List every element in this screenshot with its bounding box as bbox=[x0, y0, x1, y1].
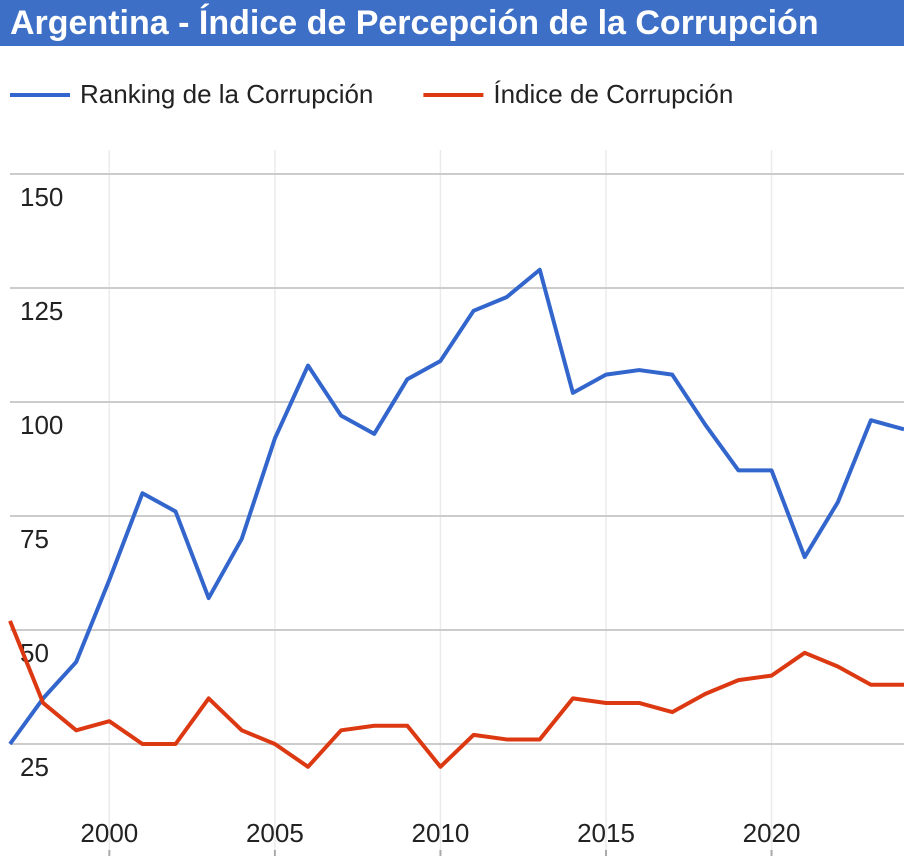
y-tick-label: 150 bbox=[20, 182, 63, 212]
x-tick-label: 2020 bbox=[743, 818, 801, 848]
legend-label: Ranking de la Corrupción bbox=[80, 79, 373, 109]
x-tick-label: 2015 bbox=[577, 818, 635, 848]
x-tick-label: 2000 bbox=[80, 818, 138, 848]
x-tick-label: 2005 bbox=[246, 818, 304, 848]
title-band bbox=[0, 0, 904, 46]
y-tick-label: 25 bbox=[20, 752, 49, 782]
legend-label: Índice de Corrupción bbox=[493, 79, 733, 109]
y-tick-label: 100 bbox=[20, 410, 63, 440]
y-tick-label: 75 bbox=[20, 524, 49, 554]
x-tick-label: 2010 bbox=[412, 818, 470, 848]
series-line bbox=[8, 620, 904, 769]
series-line bbox=[8, 267, 904, 746]
y-tick-label: 125 bbox=[20, 296, 63, 326]
chart-title: Argentina - Índice de Percepción de la C… bbox=[10, 4, 819, 42]
